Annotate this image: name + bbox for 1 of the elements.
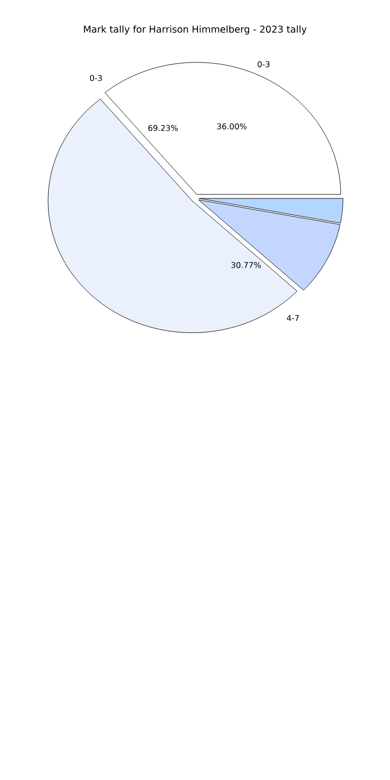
chart-title: Mark tally for Harrison Himmelberg - 2023 tally [84, 25, 307, 35]
